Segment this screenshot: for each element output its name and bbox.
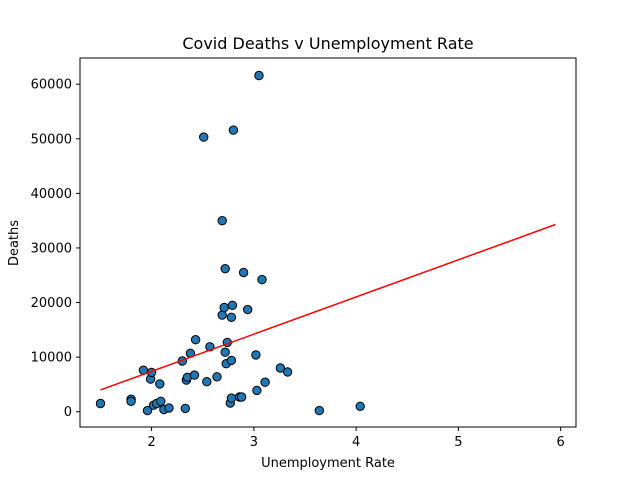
- data-point: [212, 372, 222, 382]
- data-point: [275, 363, 286, 373]
- y-tick-label: 40000: [31, 187, 72, 202]
- data-point: [220, 264, 230, 274]
- x-tick-label: 2: [147, 435, 155, 450]
- data-point: [228, 125, 239, 135]
- data-point: [189, 370, 200, 380]
- data-point: [126, 396, 136, 406]
- data-point: [252, 385, 262, 396]
- data-point: [156, 396, 166, 406]
- data-point: [243, 304, 253, 315]
- data-point: [226, 393, 237, 403]
- x-tick-label: 6: [557, 435, 565, 450]
- data-point: [238, 267, 249, 278]
- data-point: [180, 403, 191, 414]
- data-point: [226, 355, 237, 366]
- data-point: [251, 350, 261, 360]
- y-axis-ticks: 0 10000 20000 30000 40000 50000 60000: [31, 78, 80, 420]
- plot-area: [80, 58, 576, 427]
- data-point: [217, 310, 227, 320]
- y-axis-label: Deaths: [7, 220, 22, 266]
- data-point: [257, 274, 267, 285]
- data-point: [164, 403, 174, 413]
- chart-title: Covid Deaths v Unemployment Rate: [182, 34, 473, 53]
- data-point: [227, 300, 238, 310]
- data-point: [226, 312, 237, 322]
- trend-line-layer: [100, 223, 556, 391]
- x-tick-label: 4: [352, 435, 360, 450]
- data-point: [314, 405, 324, 416]
- x-tick-label: 3: [250, 435, 258, 450]
- data-point: [155, 379, 165, 389]
- data-point: [282, 367, 293, 377]
- data-point: [190, 335, 201, 345]
- y-tick-label: 30000: [31, 241, 72, 256]
- data-point: [199, 132, 209, 142]
- y-tick-label: 60000: [31, 78, 72, 93]
- data-point: [260, 377, 270, 387]
- x-tick-label: 5: [454, 435, 462, 450]
- plot-frame: [79, 57, 577, 428]
- data-point: [95, 398, 106, 409]
- data-point: [217, 216, 227, 226]
- x-axis-ticks: 2 3 4 5 6: [147, 427, 565, 450]
- data-point: [142, 405, 153, 416]
- x-axis-label: Unemployment Rate: [261, 456, 395, 471]
- y-tick-label: 20000: [31, 296, 72, 311]
- data-point: [202, 377, 212, 387]
- data-point: [236, 392, 247, 402]
- data-point: [219, 302, 229, 313]
- trend-line: [100, 223, 556, 391]
- data-point: [254, 70, 264, 81]
- y-tick-label: 10000: [31, 351, 72, 366]
- data-point: [355, 401, 365, 411]
- y-tick-label: 50000: [31, 132, 72, 147]
- y-tick-label: 0: [64, 405, 72, 420]
- data-point: [220, 347, 230, 357]
